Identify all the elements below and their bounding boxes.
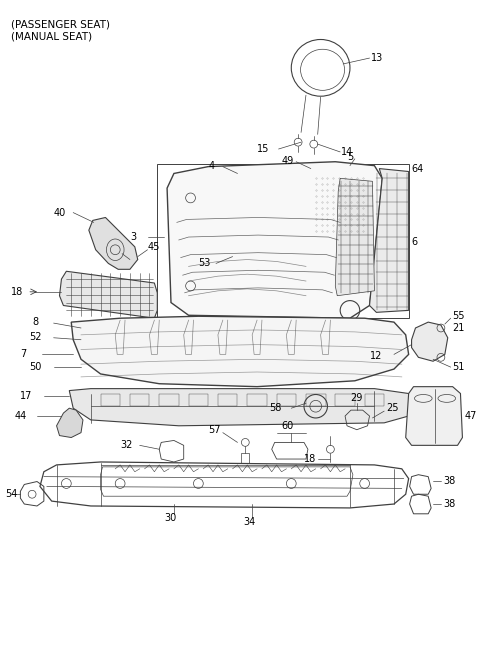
Text: 6: 6 <box>411 237 418 247</box>
Text: 57: 57 <box>208 424 221 435</box>
Text: 51: 51 <box>453 362 465 372</box>
Text: 17: 17 <box>20 392 33 402</box>
Bar <box>130 394 149 406</box>
Polygon shape <box>89 217 138 269</box>
Bar <box>336 394 355 406</box>
Bar <box>159 394 179 406</box>
Text: 60: 60 <box>281 421 294 431</box>
Text: 4: 4 <box>208 160 214 171</box>
Text: 58: 58 <box>269 403 281 413</box>
Text: 15: 15 <box>257 144 269 154</box>
Text: 12: 12 <box>370 351 382 362</box>
Text: 45: 45 <box>147 242 160 252</box>
Text: 38: 38 <box>443 499 455 509</box>
Text: 18: 18 <box>11 287 23 297</box>
Text: 32: 32 <box>120 440 132 451</box>
Bar <box>247 394 267 406</box>
Text: 53: 53 <box>198 259 211 269</box>
Text: 52: 52 <box>29 332 42 342</box>
Text: 49: 49 <box>281 156 294 166</box>
Polygon shape <box>69 388 411 426</box>
Text: 54: 54 <box>5 489 17 499</box>
Bar <box>276 394 296 406</box>
Bar <box>101 394 120 406</box>
Text: 3: 3 <box>130 232 136 242</box>
Text: 29: 29 <box>350 394 362 403</box>
Bar <box>365 394 384 406</box>
Polygon shape <box>411 322 448 362</box>
Text: 44: 44 <box>14 411 27 421</box>
Polygon shape <box>406 386 462 445</box>
Polygon shape <box>370 168 408 312</box>
Text: 64: 64 <box>411 164 424 174</box>
Polygon shape <box>167 162 382 318</box>
Bar <box>189 394 208 406</box>
Text: 30: 30 <box>164 513 176 523</box>
Text: 38: 38 <box>443 476 455 485</box>
Text: 5: 5 <box>347 152 353 162</box>
Polygon shape <box>71 316 408 386</box>
Text: 21: 21 <box>453 323 465 333</box>
Text: 25: 25 <box>386 403 399 413</box>
Text: 13: 13 <box>371 53 383 63</box>
Text: (PASSENGER SEAT)
(MANUAL SEAT): (PASSENGER SEAT) (MANUAL SEAT) <box>11 20 109 41</box>
Bar <box>218 394 238 406</box>
Bar <box>241 453 249 463</box>
Text: 7: 7 <box>20 349 26 360</box>
Polygon shape <box>57 408 83 438</box>
Text: 55: 55 <box>453 311 465 321</box>
Text: 14: 14 <box>341 147 353 157</box>
Polygon shape <box>336 178 374 295</box>
Text: 47: 47 <box>464 411 477 421</box>
Text: 8: 8 <box>32 317 38 327</box>
Bar <box>306 394 325 406</box>
Polygon shape <box>60 271 157 318</box>
Text: 50: 50 <box>29 362 42 372</box>
Text: 40: 40 <box>54 208 66 217</box>
Text: 18: 18 <box>304 454 316 464</box>
Text: 34: 34 <box>243 517 256 527</box>
